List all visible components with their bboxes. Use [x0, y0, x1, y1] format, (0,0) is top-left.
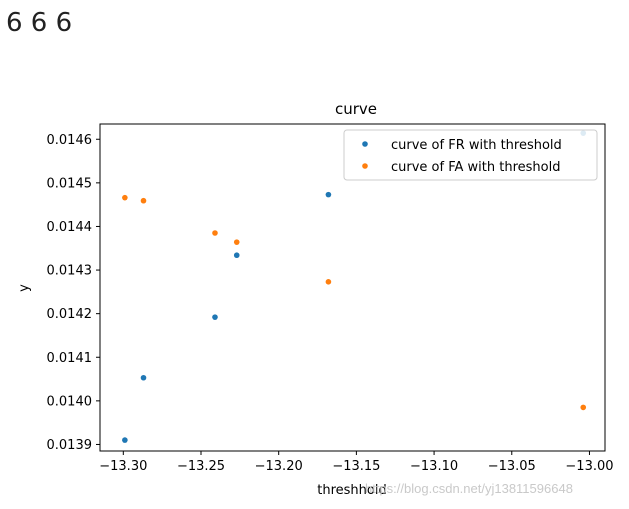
y-tick-label: 0.0142 — [47, 307, 93, 322]
series-1-point — [140, 374, 147, 381]
x-tick-label: −13.00 — [565, 459, 613, 474]
chart-title: curve — [335, 100, 377, 118]
legend-box — [343, 129, 598, 181]
legend-label: curve of FA with threshold — [391, 160, 560, 175]
plot-frame — [99, 123, 606, 452]
y-axis-label: y — [17, 284, 32, 292]
x-axis: −13.30 −13.25 −13.20 −13.15 −13.10 −13.05 −13.… — [99, 451, 614, 474]
y-tick-label: 0.0146 — [47, 133, 93, 148]
y-tick-label: 0.0139 — [47, 438, 93, 453]
series-2-point — [580, 404, 587, 411]
legend-marker — [362, 141, 368, 147]
series-2-point — [233, 239, 240, 245]
y-tick-label: 0.0145 — [47, 176, 93, 191]
x-tick-label: −13.30 — [99, 459, 147, 474]
series-1-point — [233, 252, 240, 259]
x-axis-label: threshhold — [317, 483, 386, 498]
series-2-point — [325, 279, 332, 285]
header-text: 6 6 6 — [6, 8, 73, 38]
watermark: https://blog.csdn.net/yj13811596648 — [365, 481, 573, 496]
y-tick-label: 0.0140 — [47, 394, 93, 409]
legend: curve of FR with threshold curve of FA wi… — [343, 129, 598, 181]
series-1-point — [212, 314, 218, 320]
series-1-point — [325, 191, 332, 198]
legend-label: curve of FR with threshold — [391, 138, 562, 153]
y-axis: 0.0139 0.0140 0.0141 0.0142 0.0143 0.0144 0.01… — [47, 133, 100, 453]
x-tick-label: −13.15 — [332, 459, 380, 474]
x-tick-label: −13.25 — [177, 459, 225, 474]
y-tick-label: 0.0141 — [47, 351, 93, 366]
x-tick-label: −13.10 — [410, 459, 458, 474]
series-2-point — [212, 230, 218, 236]
legend-marker — [362, 163, 368, 169]
y-tick-label: 0.0143 — [47, 264, 93, 279]
x-tick-label: −13.05 — [488, 459, 536, 474]
y-tick-label: 0.0144 — [47, 220, 93, 235]
series-2-point — [122, 194, 128, 201]
series-2-point — [140, 197, 147, 204]
series-1-point — [122, 437, 128, 443]
x-tick-label: −13.20 — [255, 459, 303, 474]
